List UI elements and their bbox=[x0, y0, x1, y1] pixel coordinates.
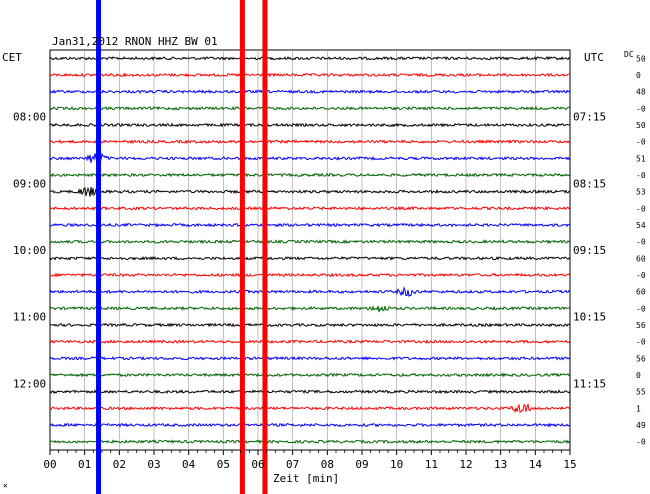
trace-6 bbox=[49, 139, 571, 145]
marker-band bbox=[262, 0, 268, 494]
time-label-cet: 08:00 bbox=[13, 111, 46, 124]
x-tick-label: 10 bbox=[390, 458, 403, 471]
x-tick-label: 07 bbox=[286, 458, 299, 471]
x-tick-label: 02 bbox=[113, 458, 126, 471]
time-label-cet: 09:00 bbox=[13, 177, 46, 190]
dc-value: 51 bbox=[636, 154, 646, 163]
dc-value: 0 bbox=[636, 371, 641, 380]
trace-3 bbox=[49, 89, 571, 95]
trace-13 bbox=[49, 255, 570, 261]
x-tick-label: 11 bbox=[425, 458, 438, 471]
x-tick-label: 08 bbox=[321, 458, 334, 471]
trace-14 bbox=[49, 272, 571, 278]
dc-value: 1 bbox=[636, 404, 641, 413]
trace-9 bbox=[49, 186, 571, 197]
trace-16 bbox=[49, 305, 571, 313]
dc-value: -0 bbox=[636, 138, 646, 147]
time-label-utc: 07:15 bbox=[573, 111, 606, 124]
time-label-cet: 10:00 bbox=[13, 244, 46, 257]
x-tick-label: 01 bbox=[78, 458, 91, 471]
dc-value: -0 bbox=[636, 171, 646, 180]
x-tick-label: 12 bbox=[459, 458, 472, 471]
dc-value: 60 bbox=[636, 288, 646, 297]
x-tick-label: 00 bbox=[43, 458, 56, 471]
trace-5 bbox=[49, 122, 571, 128]
marker-band bbox=[239, 0, 245, 494]
chart-header: Jan31,2012 RNON HHZ BW 01 bbox=[52, 35, 218, 48]
trace-22 bbox=[49, 402, 571, 414]
dc-value: 48 bbox=[636, 88, 646, 97]
trace-17 bbox=[49, 322, 571, 328]
dc-value: 50 bbox=[636, 121, 646, 130]
dc-value: 0 bbox=[636, 71, 641, 80]
x-tick-label: 05 bbox=[217, 458, 230, 471]
x-tick-label: 15 bbox=[563, 458, 576, 471]
x-ticks: 00 01 02 03 04 05 06 07 08 09 10 11 12 13 14 15 bbox=[43, 450, 577, 471]
trace-21 bbox=[49, 389, 571, 395]
x-axis-label: Zeit [min] bbox=[273, 472, 339, 485]
trace-group: 50 0 48 -0 50 -0 51 -0 53 -0 54 -0 60 -0 60 -0 56 -0 56 0 55… bbox=[13, 54, 646, 446]
time-label-utc: 10:15 bbox=[573, 311, 606, 324]
trace-19 bbox=[49, 355, 571, 361]
dc-value: -0 bbox=[636, 338, 646, 347]
dc-value: 50 bbox=[636, 54, 646, 63]
x-tick-label: 04 bbox=[182, 458, 196, 471]
trace-12 bbox=[49, 239, 571, 245]
corner-mark: ✕ bbox=[3, 481, 8, 490]
trace-15 bbox=[49, 286, 571, 298]
dc-value: -0 bbox=[636, 204, 646, 213]
trace-20 bbox=[49, 372, 571, 378]
x-tick-label: 03 bbox=[147, 458, 160, 471]
dc-value: 55 bbox=[636, 388, 646, 397]
trace-2 bbox=[49, 72, 571, 78]
trace-10 bbox=[49, 205, 571, 211]
dc-value: 56 bbox=[636, 354, 646, 363]
dc-value: -0 bbox=[636, 438, 646, 447]
dc-label: DC bbox=[624, 50, 634, 59]
trace-4 bbox=[49, 105, 571, 111]
plot-grid bbox=[49, 49, 571, 451]
time-label-utc: 11:15 bbox=[573, 377, 606, 390]
dc-value: -0 bbox=[636, 271, 646, 280]
x-tick-label: 06 bbox=[251, 458, 264, 471]
left-axis-title: CET bbox=[2, 51, 22, 64]
dc-value: -0 bbox=[636, 238, 646, 247]
marker-bands bbox=[96, 0, 268, 494]
x-tick-label: 13 bbox=[494, 458, 507, 471]
trace-7 bbox=[49, 152, 571, 165]
x-tick-label: 09 bbox=[355, 458, 368, 471]
time-label-cet: 11:00 bbox=[13, 311, 46, 324]
dc-value: 49 bbox=[636, 421, 646, 430]
trace-8 bbox=[49, 172, 571, 178]
time-label-utc: 08:15 bbox=[573, 177, 606, 190]
dc-value: 53 bbox=[636, 188, 646, 197]
trace-1 bbox=[49, 56, 571, 61]
dc-value: 56 bbox=[636, 321, 646, 330]
time-label-utc: 09:15 bbox=[573, 244, 606, 257]
x-tick-label: 14 bbox=[529, 458, 543, 471]
trace-23 bbox=[49, 422, 571, 428]
dc-value: 60 bbox=[636, 254, 646, 263]
dc-value: -0 bbox=[636, 104, 646, 113]
dc-value: 54 bbox=[636, 221, 646, 230]
right-axis-title: UTC bbox=[584, 51, 604, 64]
trace-24 bbox=[49, 439, 571, 445]
dc-value: -0 bbox=[636, 304, 646, 313]
trace-11 bbox=[50, 222, 570, 228]
trace-18 bbox=[49, 339, 571, 344]
marker-band bbox=[96, 0, 102, 494]
time-label-cet: 12:00 bbox=[13, 377, 46, 390]
